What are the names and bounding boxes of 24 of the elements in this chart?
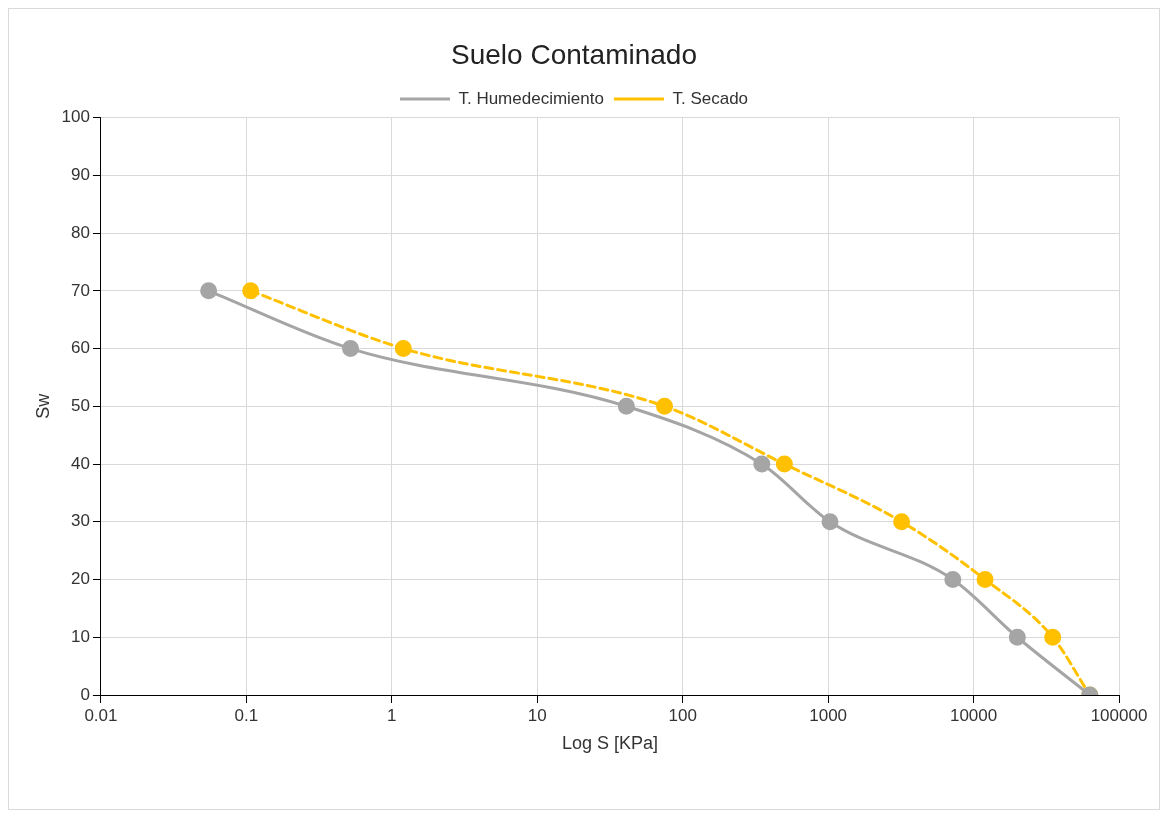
y-tick-label: 100 (61, 107, 90, 127)
x-tick-label: 10 (527, 705, 547, 725)
chart-title: Suelo Contaminado (451, 38, 697, 70)
x-tick-label: 0.01 (84, 705, 118, 725)
legend-label: T. Secado (672, 88, 749, 108)
x-tick-label: 100000 (1090, 705, 1148, 725)
y-tick-label: 20 (71, 569, 90, 589)
y-tick-label: 90 (71, 165, 90, 185)
y-tick-label: 40 (71, 453, 90, 473)
y-tick-label: 0 (80, 684, 90, 704)
y-tick-label: 50 (71, 395, 90, 415)
x-tick-label: 10000 (949, 705, 998, 725)
x-tick-label: 0.1 (234, 705, 259, 725)
x-tick-label: 1 (387, 705, 397, 725)
x-tick-label: 1000 (809, 705, 848, 725)
x-axis-title: Log S [KPa] (561, 733, 659, 754)
y-tick-label: 30 (71, 511, 90, 531)
y-tick-label: 60 (71, 338, 90, 358)
y-tick-label: 10 (71, 626, 90, 646)
x-tick-label: 100 (668, 705, 697, 725)
y-axis-title: Sw (32, 392, 53, 419)
y-tick-label: 80 (71, 222, 90, 242)
legend-label: T. Humedecimiento (458, 88, 604, 108)
y-tick-label: 70 (71, 280, 90, 300)
